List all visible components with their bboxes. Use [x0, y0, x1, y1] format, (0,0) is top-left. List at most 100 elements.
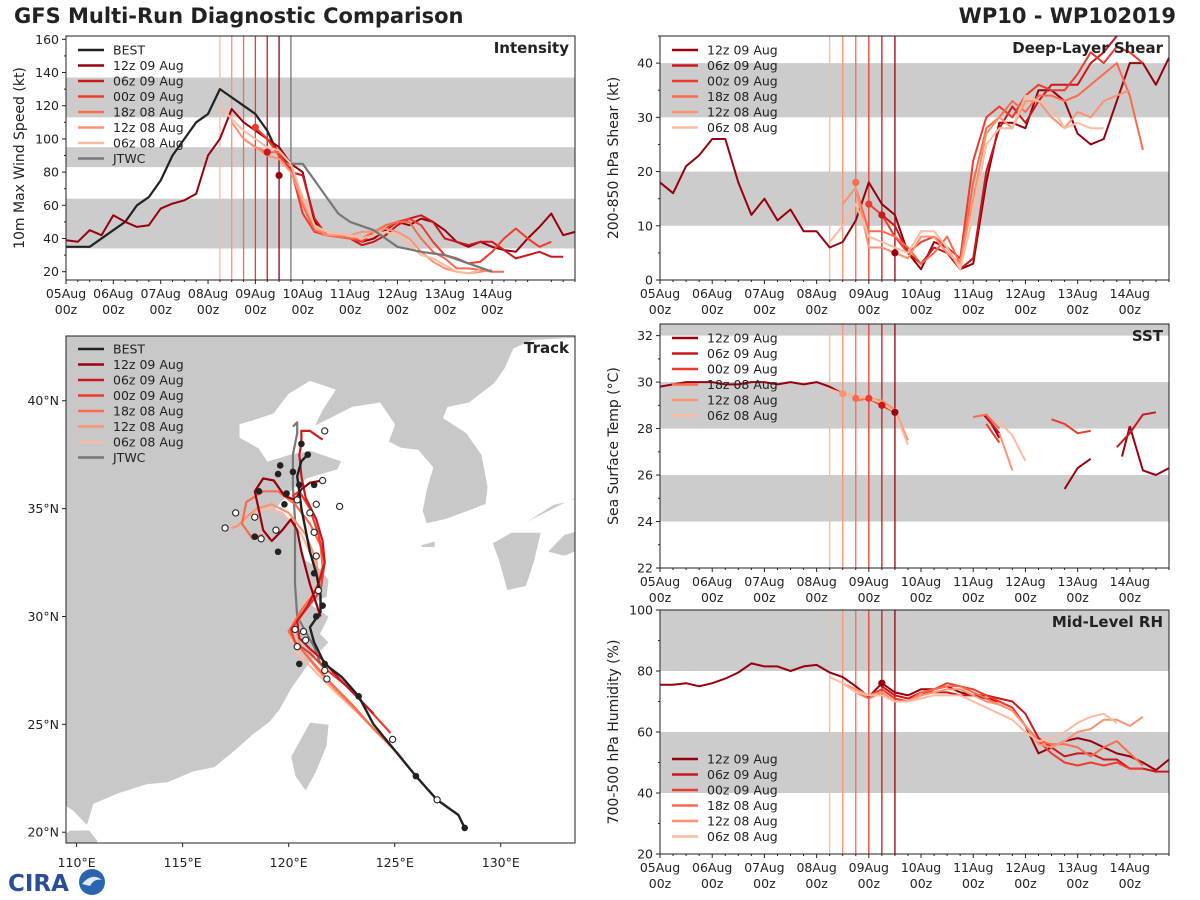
- track-point-filled: [355, 692, 362, 700]
- rh-legend-label: 18z 08 Aug: [707, 798, 778, 813]
- land-jeju: [419, 540, 436, 548]
- intensity-ytick-label: 120: [35, 98, 59, 113]
- sst-legend-label: 00z 09 Aug: [707, 362, 778, 377]
- track-line: [291, 421, 322, 665]
- shear-ytick-label: 0: [645, 273, 653, 288]
- sst-xtick-label: 13Aug: [1057, 574, 1097, 589]
- rh-run-marker: [878, 679, 886, 687]
- intensity-xtick-label: 00z: [55, 302, 78, 317]
- track-xtick-label: 125°E: [376, 855, 414, 870]
- track-plot-area: [66, 336, 575, 843]
- sst-xtick-label: 14Aug: [1110, 574, 1150, 589]
- rh-xtick-label: 00z: [753, 876, 776, 891]
- rh-plot-area: [660, 610, 1169, 854]
- sst-series-line: [985, 423, 1001, 444]
- sst-xtick-label: 00z: [962, 590, 985, 605]
- sst-xtick-label: 09Aug: [849, 574, 889, 589]
- sst-legend-label: 12z 09 Aug: [707, 331, 778, 346]
- track-point-filled: [274, 470, 282, 478]
- rh-xtick-label: 09Aug: [849, 860, 889, 875]
- shear-xtick-label: 06Aug: [692, 286, 732, 301]
- track-point-open: [388, 735, 397, 744]
- rh-ylabel: 700-500 hPa Humidity (%): [606, 640, 622, 825]
- intensity-legend-label: 18z 08 Aug: [113, 105, 184, 120]
- track-legend-label: JTWC: [112, 450, 146, 465]
- intensity-ytick-label: 100: [35, 131, 59, 146]
- track-point-filled: [289, 468, 297, 476]
- track-point-open: [312, 500, 320, 508]
- rh-ytick-label: 100: [629, 603, 653, 618]
- shear-legend-label: 12z 09 Aug: [707, 43, 778, 58]
- rh-title: Mid-Level RH: [1052, 613, 1163, 631]
- rh-xtick-label: 06Aug: [692, 860, 732, 875]
- rh-xtick-label: 07Aug: [744, 860, 784, 875]
- rh-band: [660, 732, 1169, 793]
- intensity-title: Intensity: [494, 39, 570, 57]
- rh-ytick-label: 40: [637, 786, 653, 801]
- sst-series-line: [1121, 425, 1131, 457]
- track-point-open: [291, 625, 299, 634]
- intensity-legend-label: 12z 09 Aug: [113, 58, 184, 73]
- intensity-band: [66, 77, 575, 118]
- intensity-legend-label: 06z 08 Aug: [113, 136, 184, 151]
- shear-run-marker: [878, 211, 886, 219]
- intensity-xtick-label: 05Aug: [46, 286, 86, 301]
- sst-band: [660, 324, 1169, 336]
- intensity-xtick-label: 00z: [197, 302, 220, 317]
- intensity-series-line: [254, 126, 552, 265]
- sst-xtick-label: 10Aug: [901, 574, 941, 589]
- sst-ytick-label: 28: [637, 421, 653, 436]
- shear-ytick-label: 20: [637, 164, 653, 179]
- shear-legend-label: 06z 09 Aug: [707, 58, 778, 73]
- track-legend-label: 12z 08 Aug: [113, 419, 184, 434]
- intensity-xtick-label: 12Aug: [377, 286, 417, 301]
- rh-panel: 2040608010005Aug00z06Aug00z07Aug00z08Aug…: [606, 603, 1170, 891]
- shear-legend-label: 12z 08 Aug: [707, 105, 778, 120]
- shear-series-line: [828, 94, 1104, 271]
- sst-xtick-label: 00z: [1119, 590, 1142, 605]
- track-point-filled: [274, 548, 282, 556]
- intensity-series-line: [266, 138, 564, 260]
- cira-logo-text: CIRA: [8, 871, 69, 897]
- sst-run-marker: [865, 394, 873, 402]
- track-panel: 110°E 115°E 120°E 125°E 130°E 20°N 25°N 30°N 35°…: [27, 335, 576, 870]
- track-ytick-label: 40°N: [27, 393, 59, 408]
- shear-xtick-label: 00z: [753, 302, 776, 317]
- track-point-open: [251, 513, 259, 521]
- sst-series-line: [985, 416, 1001, 434]
- intensity-xtick-label: 00z: [434, 302, 457, 317]
- rh-xtick-label: 00z: [1119, 876, 1142, 891]
- rh-series-line: [829, 676, 1118, 743]
- sst-xtick-label: 00z: [858, 590, 881, 605]
- sst-ytick-label: 26: [637, 468, 653, 483]
- track-line: [253, 477, 323, 617]
- intensity-legend-label: 00z 09 Aug: [113, 89, 184, 104]
- track-point-open: [302, 636, 310, 644]
- track-point-filled: [251, 533, 259, 540]
- sst-band: [660, 382, 1169, 429]
- intensity-xtick-label: 00z: [244, 302, 267, 317]
- land-hainan: [66, 829, 99, 843]
- shear-legend-label: 18z 08 Aug: [707, 89, 778, 104]
- track-point-open: [321, 427, 329, 435]
- land-honshu: [519, 491, 575, 527]
- rh-series-line: [660, 662, 1169, 772]
- intensity-run-marker: [251, 123, 259, 131]
- intensity-xtick-label: 11Aug: [330, 286, 370, 301]
- track-legend-label: 12z 09 Aug: [113, 357, 184, 372]
- track-point-open: [335, 502, 344, 511]
- shear-run-marker: [865, 200, 873, 208]
- sst-ytick-label: 22: [637, 561, 653, 576]
- track-line: [296, 453, 466, 829]
- intensity-run-marker: [263, 148, 271, 156]
- sst-run-marker: [839, 390, 847, 398]
- shear-run-marker: [852, 178, 860, 186]
- rh-ytick-label: 20: [637, 847, 653, 862]
- intensity-ytick-label: 40: [43, 231, 59, 246]
- track-point-filled: [321, 660, 329, 668]
- intensity-ylabel: 10m Max Wind Speed (kt): [12, 67, 28, 249]
